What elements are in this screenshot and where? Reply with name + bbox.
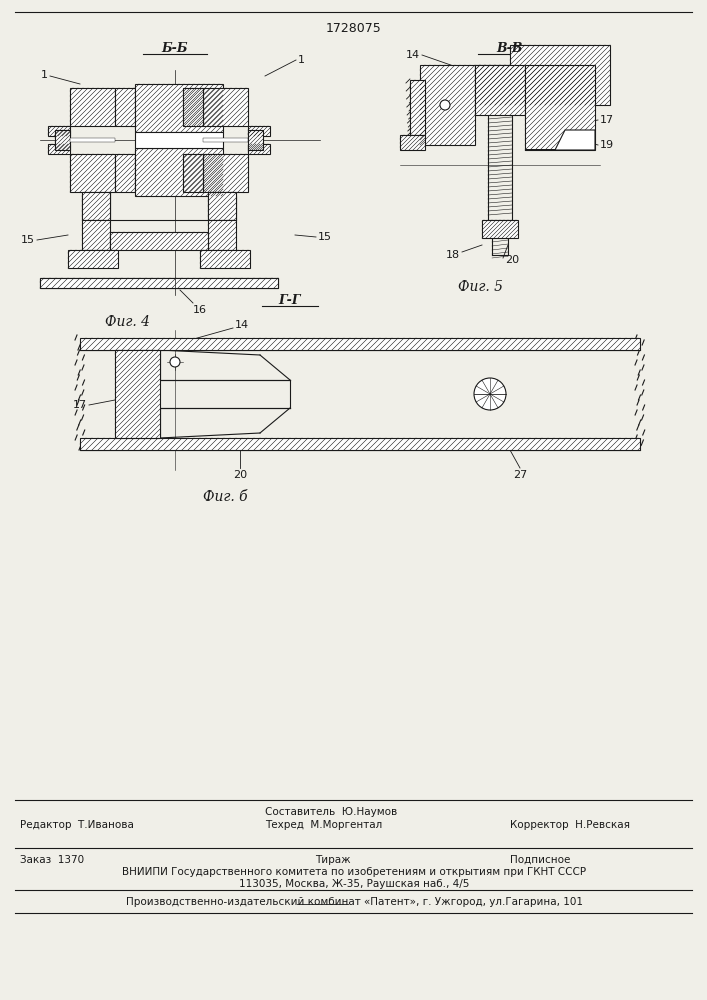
Text: 113035, Москва, Ж-35, Раушская наб., 4/5: 113035, Москва, Ж-35, Раушская наб., 4/5 — [239, 879, 469, 889]
Bar — [70, 88, 115, 126]
Bar — [208, 220, 236, 250]
Text: Производственно-издательский комбинат «Патент», г. Ужгород, ул.Гагарина, 101: Производственно-издательский комбинат «П… — [126, 897, 583, 907]
Bar — [410, 80, 425, 135]
Text: Редактор  Т.Иванова: Редактор Т.Иванова — [20, 820, 134, 830]
Circle shape — [474, 378, 506, 410]
Bar — [200, 250, 250, 268]
Bar — [82, 192, 110, 220]
Bar — [70, 138, 115, 142]
Text: 1: 1 — [298, 55, 305, 65]
Text: 19: 19 — [600, 140, 614, 150]
Bar — [420, 65, 475, 145]
Polygon shape — [525, 130, 595, 150]
Text: 18: 18 — [446, 250, 460, 260]
Bar — [82, 220, 110, 250]
Bar — [248, 126, 270, 136]
Text: 15: 15 — [21, 235, 35, 245]
Bar — [475, 65, 510, 105]
Text: Корректор  Н.Ревская: Корректор Н.Ревская — [510, 820, 630, 830]
Text: Фиг. б: Фиг. б — [203, 490, 247, 504]
Bar — [55, 130, 70, 150]
Bar — [80, 338, 640, 350]
Bar — [248, 130, 263, 150]
Text: Б-Б: Б-Б — [162, 41, 188, 54]
Text: 20: 20 — [505, 255, 519, 265]
Text: ВНИИПИ Государственного комитета по изобретениям и открытиям при ГКНТ СССР: ВНИИПИ Государственного комитета по изоб… — [122, 867, 586, 877]
Text: 14: 14 — [406, 50, 420, 60]
Bar — [203, 138, 248, 142]
Bar — [203, 88, 248, 126]
Text: 14: 14 — [235, 320, 249, 330]
Text: 1: 1 — [41, 70, 48, 80]
Text: Г-Г: Г-Г — [279, 294, 301, 306]
Bar — [400, 135, 425, 150]
Text: Техред  М.Моргентал: Техред М.Моргентал — [265, 820, 382, 830]
Bar — [525, 65, 595, 150]
Bar — [110, 232, 208, 250]
Text: 15: 15 — [318, 232, 332, 242]
Bar — [40, 278, 278, 288]
Circle shape — [440, 100, 450, 110]
Text: 27: 27 — [513, 470, 527, 480]
Text: 1728075: 1728075 — [326, 22, 382, 35]
Bar — [183, 154, 203, 192]
Text: 17: 17 — [73, 400, 87, 410]
Text: 17: 17 — [600, 115, 614, 125]
Text: Тираж: Тираж — [315, 855, 351, 865]
Text: Фиг. 5: Фиг. 5 — [457, 280, 503, 294]
Circle shape — [170, 357, 180, 367]
Text: 20: 20 — [233, 470, 247, 480]
Bar — [48, 144, 70, 154]
Bar — [70, 154, 115, 192]
Bar — [510, 45, 610, 105]
Text: Заказ  1370: Заказ 1370 — [20, 855, 84, 865]
Bar — [40, 278, 278, 288]
Bar — [80, 438, 640, 450]
Bar — [68, 250, 118, 268]
Bar — [48, 126, 70, 136]
Bar — [135, 148, 223, 196]
Bar — [208, 192, 236, 220]
Bar — [482, 220, 518, 238]
Bar — [475, 65, 525, 115]
Text: 16: 16 — [193, 305, 207, 315]
Text: Подписное: Подписное — [510, 855, 571, 865]
Bar — [203, 154, 248, 192]
Bar — [248, 144, 270, 154]
Bar — [183, 88, 203, 126]
Text: В-В: В-В — [497, 41, 523, 54]
Bar — [135, 132, 223, 148]
Text: Составитель  Ю.Наумов: Составитель Ю.Наумов — [265, 807, 397, 817]
Text: Фиг. 4: Фиг. 4 — [105, 315, 150, 329]
Bar — [115, 154, 135, 192]
Bar — [115, 350, 160, 438]
Bar — [135, 84, 223, 132]
Bar — [115, 88, 135, 126]
